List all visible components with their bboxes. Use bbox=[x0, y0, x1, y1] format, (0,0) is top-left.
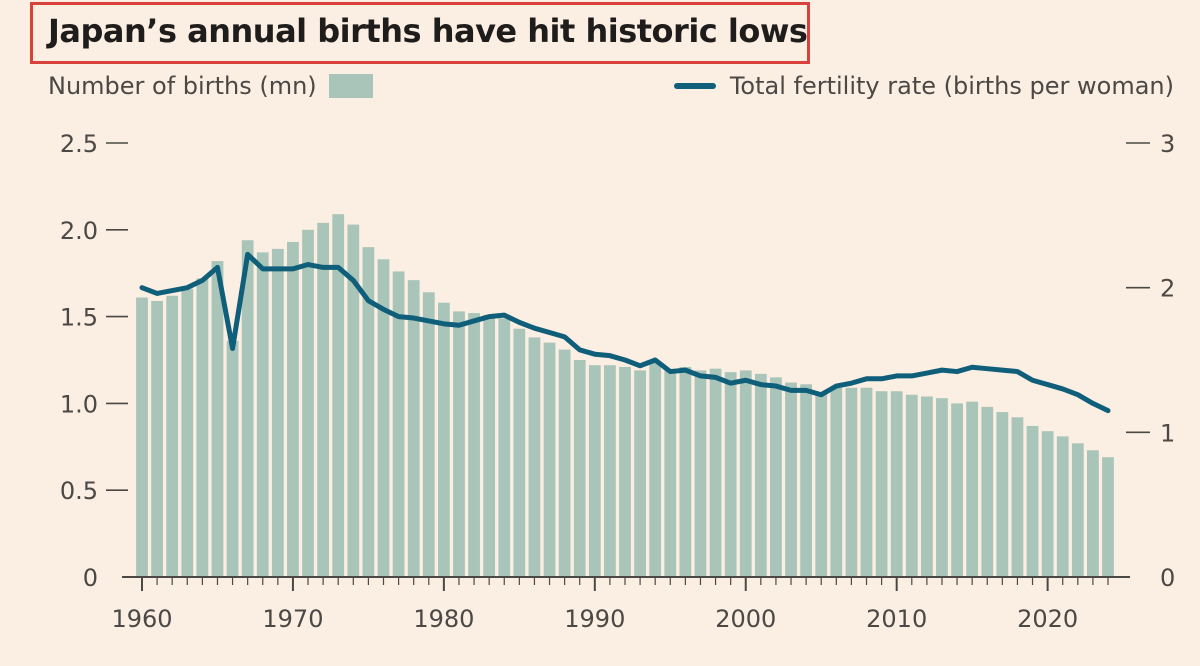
bar-births-1964 bbox=[196, 278, 209, 577]
y-left-tick-label-0: 0 bbox=[83, 564, 98, 592]
bar-births-2018 bbox=[1011, 417, 1024, 577]
bar-births-1962 bbox=[166, 295, 179, 577]
y-left-tick-label-2.5: 2.5 bbox=[60, 130, 98, 158]
y-left-tick-label-1.5: 1.5 bbox=[60, 304, 98, 332]
bar-births-2012 bbox=[920, 396, 933, 577]
bar-births-2015 bbox=[966, 401, 979, 577]
bar-births-2014 bbox=[951, 403, 963, 577]
bar-births-2020 bbox=[1041, 431, 1054, 577]
bar-births-1961 bbox=[151, 300, 163, 577]
bar-births-1996 bbox=[679, 366, 692, 577]
bar-births-1977 bbox=[392, 271, 405, 577]
bar-births-1992 bbox=[619, 366, 631, 577]
bar-births-1998 bbox=[709, 368, 722, 577]
bar-births-2021 bbox=[1056, 436, 1069, 577]
bar-births-1973 bbox=[332, 214, 345, 577]
legend-births-label: Number of births (mn) bbox=[48, 72, 317, 100]
bar-births-1967 bbox=[241, 240, 254, 577]
bar-births-1988 bbox=[558, 349, 571, 577]
bar-births-1965 bbox=[211, 261, 224, 577]
bar-births-1981 bbox=[453, 311, 465, 577]
y-right-tick-label-0: 0 bbox=[1160, 564, 1175, 592]
bar-births-2009 bbox=[875, 391, 888, 577]
y-left-tick-label-0.5: 0.5 bbox=[60, 477, 98, 505]
x-tick-label-1980: 1980 bbox=[413, 605, 474, 633]
bar-births-2005 bbox=[815, 392, 828, 577]
bar-births-1984 bbox=[498, 318, 511, 577]
bar-births-2022 bbox=[1071, 443, 1084, 577]
y-left-tick-label-2.0: 2.0 bbox=[60, 217, 98, 245]
bar-births-1974 bbox=[347, 224, 360, 577]
bar-births-1983 bbox=[483, 314, 496, 577]
bar-births-2023 bbox=[1087, 450, 1099, 577]
bar-births-2017 bbox=[996, 412, 1009, 577]
bar-births-1976 bbox=[377, 259, 390, 577]
bar-births-2001 bbox=[754, 373, 767, 577]
bar-births-2006 bbox=[830, 387, 843, 577]
y-right-tick-label-3: 3 bbox=[1160, 130, 1175, 158]
bar-births-1993 bbox=[634, 370, 646, 577]
bar-births-1979 bbox=[422, 292, 435, 577]
bar-births-2003 bbox=[785, 382, 797, 577]
x-tick-label-1990: 1990 bbox=[564, 605, 625, 633]
legend-fertility: Total fertility rate (births per woman) bbox=[673, 72, 1174, 100]
bar-births-1969 bbox=[271, 248, 284, 577]
chart-title: Japan’s annual births have hit historic … bbox=[48, 12, 808, 50]
y-left-tick-label-1.0: 1.0 bbox=[60, 390, 98, 418]
bar-births-1968 bbox=[256, 252, 269, 577]
bar-births-2016 bbox=[981, 406, 994, 577]
bar-births-2013 bbox=[936, 398, 948, 577]
bar-births-1978 bbox=[407, 280, 420, 577]
y-right-tick-label-2: 2 bbox=[1160, 275, 1175, 303]
bar-births-2004 bbox=[800, 384, 813, 577]
bar-births-1989 bbox=[573, 360, 586, 577]
title-highlight-box bbox=[30, 2, 810, 64]
x-tick-label-2000: 2000 bbox=[715, 605, 776, 633]
y-right-tick-label-1: 1 bbox=[1160, 419, 1175, 447]
bar-births-1995 bbox=[664, 370, 677, 577]
bar-births-1987 bbox=[543, 342, 556, 577]
bar-births-1982 bbox=[468, 313, 480, 577]
bar-births-2007 bbox=[845, 387, 858, 577]
legend-fertility-label: Total fertility rate (births per woman) bbox=[729, 72, 1174, 100]
bar-births-1970 bbox=[287, 241, 299, 577]
bar-births-1963 bbox=[181, 288, 194, 577]
bar-births-2008 bbox=[860, 387, 873, 577]
bar-births-2011 bbox=[905, 394, 918, 577]
bar-births-1971 bbox=[302, 229, 314, 578]
x-tick-label-1960: 1960 bbox=[111, 605, 172, 633]
bar-births-1986 bbox=[528, 337, 541, 577]
legend-line-swatch bbox=[673, 83, 716, 89]
bar-births-1972 bbox=[317, 222, 330, 578]
x-tick-label-2010: 2010 bbox=[866, 605, 927, 633]
bar-births-2002 bbox=[770, 377, 782, 577]
bar-births-1997 bbox=[694, 370, 707, 577]
bar-births-2000 bbox=[739, 370, 752, 577]
bar-births-1999 bbox=[724, 372, 737, 577]
bar-births-1990 bbox=[588, 365, 601, 577]
bar-births-2019 bbox=[1026, 425, 1039, 577]
bar-births-1994 bbox=[649, 361, 662, 577]
bar-births-1960 bbox=[136, 297, 148, 577]
legend-bar-swatch bbox=[328, 74, 373, 98]
bar-births-2024 bbox=[1102, 457, 1114, 577]
bar-births-1980 bbox=[437, 302, 450, 577]
bar-births-1966 bbox=[226, 340, 239, 577]
legend-births: Number of births (mn) bbox=[48, 72, 373, 100]
bar-births-2010 bbox=[890, 391, 903, 577]
bar-births-1975 bbox=[362, 247, 375, 577]
bar-births-1985 bbox=[513, 328, 526, 577]
x-tick-label-2020: 2020 bbox=[1017, 605, 1078, 633]
bar-births-1991 bbox=[604, 365, 616, 577]
x-tick-label-1970: 1970 bbox=[262, 605, 323, 633]
